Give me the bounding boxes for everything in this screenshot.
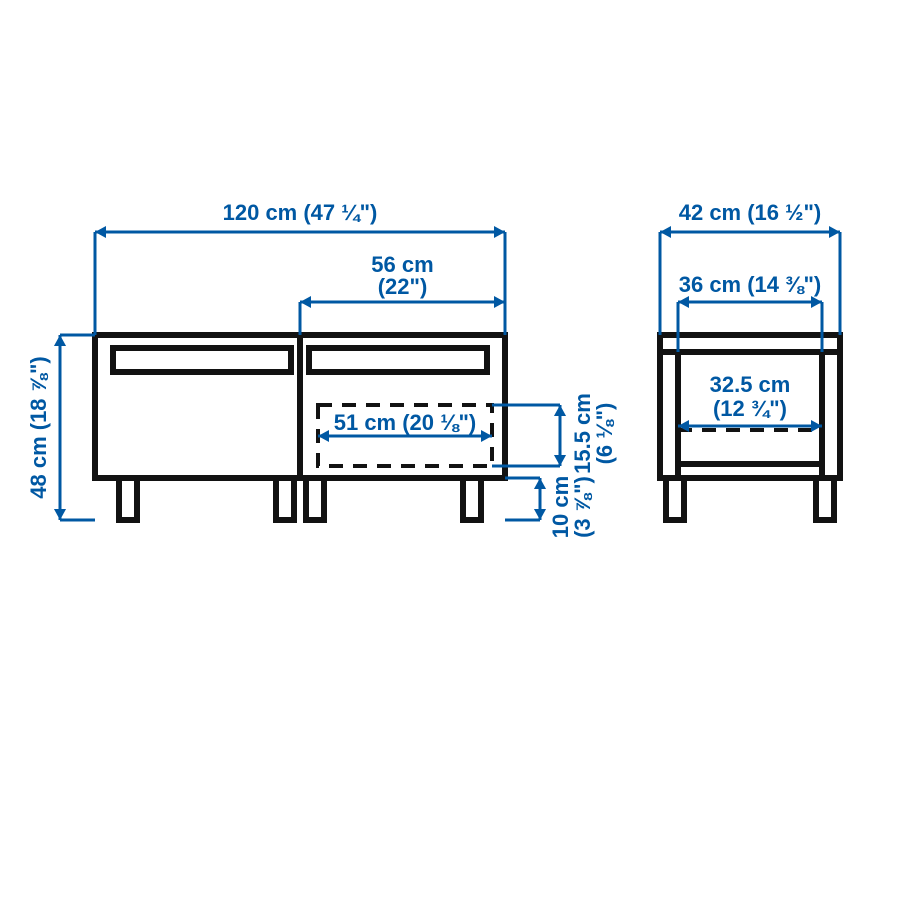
svg-text:36 cm (14 ⅜"): 36 cm (14 ⅜")	[679, 272, 822, 297]
svg-text:32.5 cm: 32.5 cm	[710, 372, 791, 397]
svg-text:120 cm (47 ¼"): 120 cm (47 ¼")	[223, 200, 378, 225]
svg-text:42 cm (16 ½"): 42 cm (16 ½")	[679, 200, 822, 225]
svg-text:(3 ⅞"): (3 ⅞")	[570, 476, 595, 538]
svg-text:(12 ¾"): (12 ¾")	[713, 396, 787, 421]
dimension-diagram: 120 cm (47 ¼")56 cm(22")48 cm (18 ⅞")51 …	[0, 0, 900, 900]
svg-text:51 cm (20 ⅛"): 51 cm (20 ⅛")	[334, 410, 477, 435]
svg-text:(6 ⅛"): (6 ⅛")	[592, 403, 617, 465]
svg-text:(22"): (22")	[378, 274, 428, 299]
svg-text:48 cm (18 ⅞"): 48 cm (18 ⅞")	[26, 356, 51, 499]
